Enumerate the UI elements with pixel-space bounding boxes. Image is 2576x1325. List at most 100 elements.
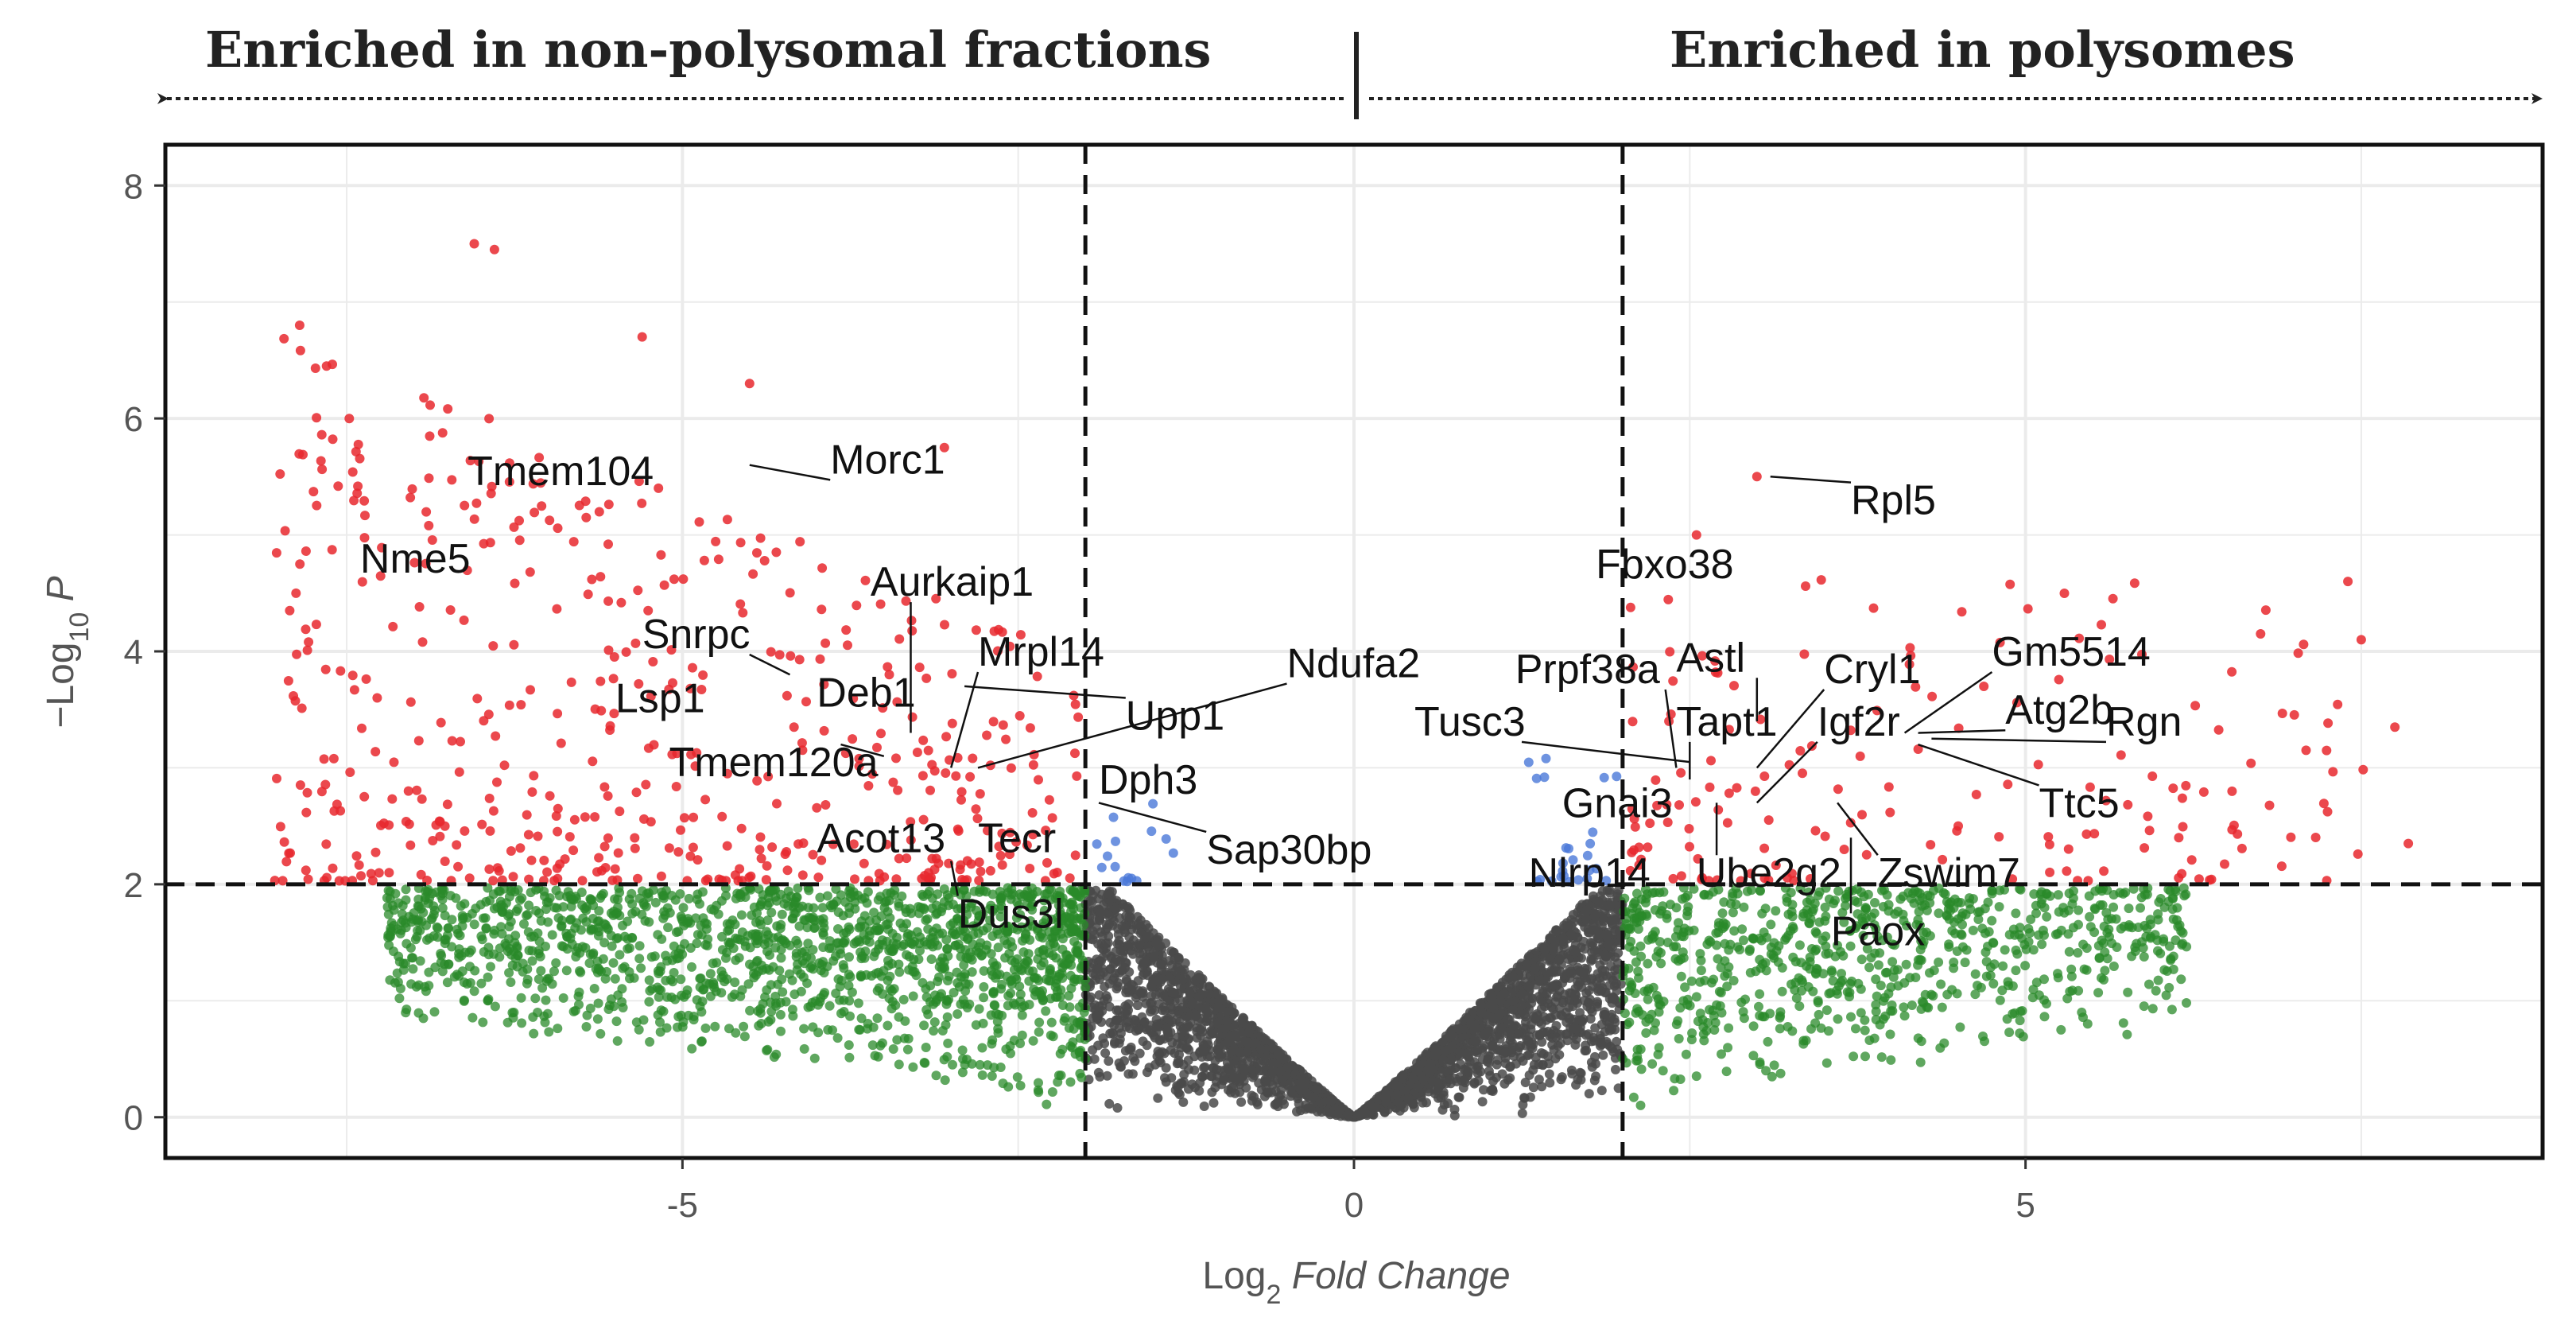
point-fold-change: [1745, 944, 1755, 954]
point-fold-change: [447, 915, 457, 925]
point-fold-change: [1794, 1001, 1805, 1012]
point-fold-change: [897, 891, 907, 901]
point-fold-change: [921, 1043, 931, 1052]
point-not-significant: [1335, 1105, 1345, 1115]
point-fold-change: [541, 995, 551, 1005]
point-fold-change: [1864, 962, 1875, 973]
point-fold-change: [1893, 965, 1903, 975]
point-fold-change: [1678, 947, 1688, 958]
point-fold-change: [928, 942, 938, 952]
point-fold-change: [510, 931, 521, 941]
point-fold-change: [1720, 938, 1730, 949]
point-fold-change: [987, 1071, 997, 1081]
point-fold-change: [995, 887, 1005, 896]
point-fold-change: [1814, 1009, 1824, 1020]
point-fold-change: [960, 1059, 970, 1070]
point-not-significant: [1503, 1027, 1513, 1037]
point-fold-change: [644, 975, 654, 985]
point-fold-change: [959, 960, 969, 970]
point-fold-change: [1821, 1058, 1832, 1068]
point-not-significant: [1086, 992, 1096, 1002]
point-not-significant: [1593, 947, 1603, 958]
point-fold-change: [987, 1035, 998, 1045]
point-not-significant: [1220, 1040, 1230, 1051]
point-fold-change: [408, 964, 418, 974]
point-not-significant: [1212, 1028, 1222, 1039]
point-fold-change: [931, 909, 941, 919]
point-fold-change: [1016, 965, 1026, 974]
point-fold-change: [580, 942, 591, 953]
point-fold-change: [1769, 938, 1779, 948]
point-not-significant: [1205, 989, 1214, 999]
point-fold-change: [957, 1067, 968, 1078]
point-not-significant: [1121, 988, 1131, 997]
point-not-significant: [1570, 1039, 1581, 1050]
point-fold-change: [2018, 1032, 2028, 1042]
point-not-significant: [1100, 1048, 1111, 1059]
point-fold-change: [627, 908, 638, 919]
point-fold-change: [1635, 1044, 1646, 1055]
point-fold-change: [1813, 996, 1823, 1006]
point-fold-change: [995, 969, 1005, 980]
point-not-significant: [1142, 1067, 1152, 1078]
point-fold-change: [644, 997, 654, 1007]
point-fold-change: [1003, 1082, 1014, 1092]
point-fold-change: [908, 1062, 918, 1072]
point-fold-change: [1797, 985, 1806, 996]
point-not-significant: [1597, 886, 1608, 896]
point-not-significant: [1598, 1050, 1608, 1060]
point-fold-change: [623, 934, 633, 944]
point-fold-change: [1728, 892, 1738, 902]
point-fold-change: [394, 898, 404, 908]
point-fold-change: [948, 1059, 957, 1070]
point-fold-change: [687, 1043, 697, 1054]
point-fold-change: [2140, 920, 2150, 931]
point-fold-change: [722, 974, 732, 985]
point-fold-change: [537, 983, 548, 993]
point-fold-change: [700, 940, 711, 950]
point-fold-change: [2031, 977, 2042, 988]
point-fold-change: [2128, 884, 2139, 894]
point-fold-change: [1970, 969, 1980, 979]
point-not-significant: [1228, 1082, 1239, 1093]
point-fold-change: [925, 981, 936, 991]
point-not-significant: [1208, 1063, 1218, 1073]
point-fold-change: [1821, 941, 1831, 951]
point-fold-change: [451, 893, 461, 903]
point-not-significant: [1595, 900, 1605, 910]
point-fold-change: [1841, 900, 1850, 911]
point-fold-change: [692, 895, 702, 904]
point-fold-change: [942, 1051, 952, 1062]
point-fold-change: [627, 888, 637, 899]
point-fold-change: [1014, 981, 1025, 992]
point-not-significant: [1146, 1020, 1156, 1031]
point-fold-change: [566, 902, 576, 911]
point-fold-change: [1746, 885, 1756, 896]
point-fold-change: [844, 1040, 854, 1050]
point-not-significant: [1093, 964, 1103, 974]
point-not-significant: [1581, 988, 1592, 998]
point-fold-change: [682, 985, 692, 995]
point-not-significant: [1161, 1077, 1171, 1087]
point-fold-change: [824, 943, 834, 954]
point-fold-change: [2050, 930, 2061, 939]
point-fold-change: [2039, 974, 2049, 985]
point-not-significant: [1139, 958, 1149, 968]
point-fold-change: [926, 954, 937, 964]
point-fold-change: [1683, 902, 1693, 912]
point-fold-change: [1674, 956, 1683, 966]
point-fold-change: [705, 969, 716, 979]
point-not-significant: [1312, 1106, 1322, 1117]
point-fold-change: [519, 919, 529, 929]
direction-header: Enriched in non-polysomal fractions Enri…: [157, 21, 2543, 119]
point-fold-change: [1689, 884, 1699, 894]
point-not-significant: [1522, 959, 1532, 969]
point-fold-change: [648, 885, 658, 895]
point-not-significant: [1554, 1004, 1565, 1013]
point-fold-change: [2107, 938, 2117, 949]
point-fold-change: [883, 1020, 893, 1031]
point-fold-change: [736, 910, 747, 920]
point-fold-change: [541, 897, 552, 907]
point-fold-change: [2145, 915, 2155, 925]
point-fold-change: [1760, 958, 1771, 968]
